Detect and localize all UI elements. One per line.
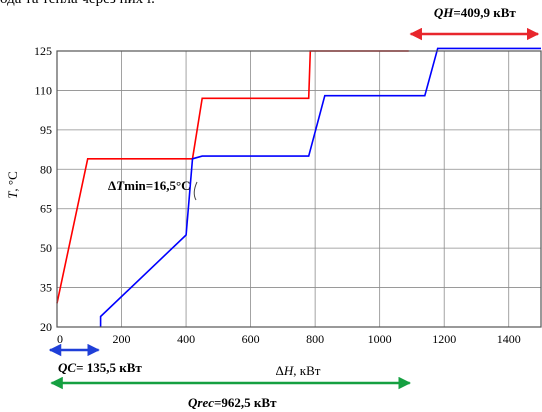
- y-axis-label: T, °C: [5, 171, 20, 199]
- x-tick-label: 600: [242, 332, 260, 346]
- x-tick-label: 200: [113, 332, 131, 346]
- y-tick-label: 50: [40, 241, 52, 255]
- x-axis-label: ΔH, кВт: [276, 363, 321, 378]
- qrec-label: Qrec=962,5 кВт: [188, 395, 277, 410]
- qc-label: QC= 135,5 кВт: [58, 360, 142, 375]
- y-tick-label: 110: [34, 83, 52, 97]
- caption-fragment: ода та тепла через них і.: [0, 0, 155, 8]
- y-tick-label: 95: [40, 123, 52, 137]
- plot-frame: [56, 50, 542, 328]
- x-tick-label: 1000: [368, 332, 392, 346]
- qh-label: QH=409,9 кВт: [434, 5, 517, 20]
- delta-t-min-annotation: ΔTmin=16,5°C: [108, 178, 191, 193]
- y-tick-labels: 20 35 50 65 80 95 110 125: [34, 44, 52, 334]
- y-tick-label: 20: [40, 320, 52, 334]
- grid-lines: [57, 51, 541, 327]
- delta-t-min-bracket: [193, 181, 198, 201]
- y-tick-label: 65: [40, 202, 52, 216]
- y-tick-label: 125: [34, 44, 52, 58]
- x-tick-label: 800: [306, 332, 324, 346]
- x-tick-label: 400: [177, 332, 195, 346]
- x-tick-label: 0: [57, 332, 63, 346]
- series-line-cold: [99, 47, 541, 327]
- x-tick-labels: 0 200 400 600 800 1000 1200 1400: [57, 332, 521, 346]
- x-tick-label: 1400: [497, 332, 521, 346]
- y-tick-label: 80: [40, 162, 52, 176]
- y-tick-label: 35: [40, 281, 52, 295]
- x-tick-label: 1200: [432, 332, 456, 346]
